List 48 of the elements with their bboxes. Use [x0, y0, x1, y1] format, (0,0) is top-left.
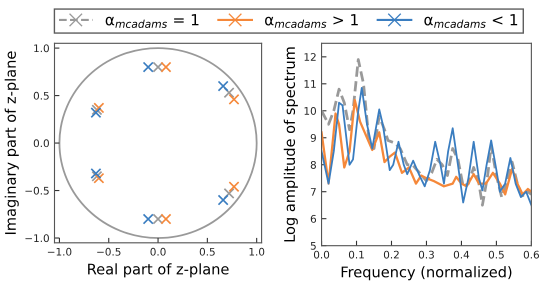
- x-axis-title: Real part of z-plane: [88, 263, 229, 278]
- legend-label: α$_{mcadams}$ < 1: [424, 14, 518, 28]
- x-tick-label: 0.5: [200, 248, 215, 256]
- point: [218, 80, 229, 92]
- point: [90, 107, 102, 118]
- point: [142, 62, 154, 73]
- point: [152, 214, 164, 225]
- x-axis-title: Frequency (normalized): [342, 266, 512, 280]
- y-tick-label: 0.5: [34, 92, 49, 100]
- point: [160, 62, 172, 73]
- y-tick-label: −0.5: [25, 186, 49, 195]
- y-tick-label: 6: [310, 214, 316, 223]
- point: [224, 87, 235, 98]
- y-tick-label: 9: [310, 134, 316, 142]
- y-tick-label: 7: [310, 188, 316, 196]
- line-series: [322, 86, 532, 206]
- x-tick-label: 1.0: [250, 248, 264, 256]
- line-series: [322, 98, 532, 196]
- y-tick-label: 8: [310, 160, 316, 169]
- x-tick-label: 0.1: [348, 250, 364, 259]
- x-tick-label: −1.0: [48, 248, 72, 256]
- point: [218, 194, 229, 206]
- x-tick-label: 0.0: [150, 248, 166, 256]
- y-tick-label: 0.0: [34, 139, 49, 148]
- x-tick-label: −0.5: [97, 248, 120, 256]
- point: [142, 214, 154, 225]
- y-axis-title: Log amplitude of spectrum: [284, 47, 298, 242]
- point: [152, 62, 164, 73]
- x-tick-label: 0.3: [418, 250, 434, 259]
- y-tick-label: 5: [310, 242, 316, 250]
- y-tick-label: 10: [304, 107, 316, 115]
- x-tick-label: 0.6: [524, 250, 539, 259]
- point: [160, 214, 172, 225]
- legend-label: α$_{mcadams}$ > 1: [265, 14, 358, 28]
- point: [228, 181, 240, 192]
- x-tick-label: 0.2: [384, 250, 399, 259]
- line-series: [322, 58, 532, 207]
- y-tick-label: 12: [304, 53, 316, 61]
- point: [224, 188, 235, 199]
- y-axis-title: Imaginary part of z-plane: [4, 51, 19, 234]
- x-tick-label: 0.5: [488, 250, 504, 259]
- y-tick-label: 1.0: [34, 44, 49, 52]
- legend-label: α$_{mcadams}$ = 1: [106, 14, 198, 28]
- x-tick-label: 0.4: [454, 250, 470, 259]
- y-tick-label: −1.0: [25, 234, 49, 242]
- y-tick-label: 11: [304, 80, 316, 88]
- point: [90, 168, 102, 179]
- point: [228, 94, 240, 105]
